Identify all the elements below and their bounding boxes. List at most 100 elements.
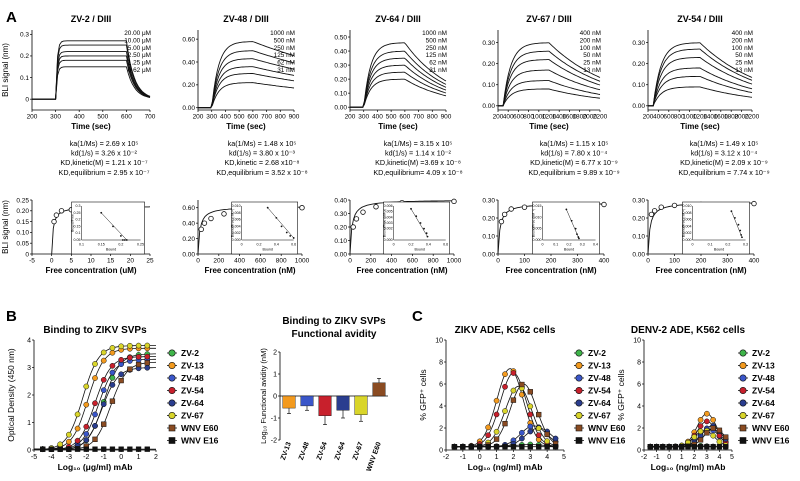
kinetic-constant: KD,equilibrium = 7.74 x 10⁻⁹ — [678, 168, 769, 177]
x-tick-label: 600 — [121, 114, 132, 121]
legend-label: ZV-48 — [752, 373, 775, 383]
y-tick-label: 2 — [27, 392, 31, 399]
concentration-label: 500 nM — [274, 37, 295, 44]
y-axis-label: Optical Density (450 nm) — [6, 348, 16, 442]
legend-marker — [575, 361, 583, 369]
inset-point — [415, 215, 418, 218]
x-tick-label: 800 — [523, 114, 534, 121]
y-tick-label: 0.30 — [482, 40, 495, 47]
x-tick-label: 400 — [234, 258, 245, 265]
x-tick-label: 600 — [663, 114, 674, 121]
data-point — [83, 446, 89, 452]
data-point — [144, 360, 150, 366]
y-tick-label: 0.00 — [482, 251, 495, 258]
legend-label: ZV-13 — [181, 361, 204, 371]
x-tick-label: 0 — [478, 454, 482, 461]
x-tick-label: 1200 — [693, 114, 708, 121]
legend-label: ZV-64 — [181, 398, 204, 408]
y-tick-label: 0.30 — [632, 40, 645, 47]
inset-y-tick-label: 0.25 — [74, 211, 81, 215]
concentration-label: 5.00 μM — [128, 45, 151, 52]
data-point — [66, 438, 72, 445]
chart-title: ZIKV ADE, K562 cells — [455, 325, 556, 336]
x-tick-label: 600 — [513, 114, 524, 121]
inset-y-label: Bound/Free (nM⁻¹) — [682, 209, 686, 238]
data-point — [100, 357, 107, 364]
concentration-label: 0.62 μM — [128, 67, 151, 74]
legend-label: ZV-67 — [752, 411, 775, 421]
inset-y-label: Bound/Free — [71, 214, 75, 232]
category-label: ZV-67 — [352, 441, 365, 461]
y-tick-label: 0.30 — [334, 211, 347, 218]
inset-x-tick-label: 0.6 — [291, 243, 296, 247]
sensorgram-trace — [350, 57, 447, 108]
legend-label: ZV-13 — [588, 361, 611, 371]
x-tick-label: 1400 — [552, 114, 567, 121]
x-tick-label: 500 — [97, 114, 108, 121]
data-point — [498, 218, 505, 225]
y-tick-label: 0.05 — [16, 240, 29, 247]
inset-x-tick-label: 0.3 — [743, 243, 748, 247]
inset-x-tick-label: 0.2 — [118, 243, 123, 247]
sensorgram-trace — [498, 42, 601, 107]
data-point — [544, 431, 550, 437]
legend-marker — [168, 349, 176, 357]
data-point — [527, 444, 533, 450]
x-tick-label: 3 — [528, 454, 532, 461]
data-point — [92, 375, 98, 381]
data-point — [208, 215, 214, 222]
concentration-label: 250 nM — [426, 45, 447, 52]
y-tick-label: 0.2 — [20, 53, 29, 60]
inset-x-tick-label: 0 — [393, 243, 395, 247]
concentration-label: 2.50 μM — [128, 52, 151, 59]
data-point — [353, 216, 360, 222]
y-tick-label: 0.00 — [182, 105, 195, 112]
kinetic-constant: KD,kinetic(M) = 2.09 x 10⁻⁹ — [680, 158, 768, 167]
data-point — [127, 342, 133, 349]
data-point — [672, 444, 679, 450]
x-tick-label: 200 — [493, 114, 504, 121]
x-tick-label: 300 — [572, 258, 583, 265]
data-point — [92, 436, 98, 442]
x-tick-label: -3 — [66, 454, 72, 461]
inset-y-tick-label: 0.006 — [683, 218, 692, 222]
data-point — [697, 437, 704, 443]
data-point — [666, 444, 672, 450]
x-tick-label: 5 — [70, 258, 74, 265]
x-tick-label: 2000 — [583, 114, 598, 121]
legend-label: WNV E60 — [588, 423, 626, 433]
sensorgram-trace — [648, 75, 753, 107]
x-tick-label: 1800 — [572, 114, 587, 121]
inset-point — [740, 234, 743, 236]
data-point — [710, 432, 716, 439]
data-point — [100, 401, 107, 408]
legend-marker — [168, 361, 176, 369]
sensorgram-trace — [648, 48, 753, 107]
data-point — [109, 398, 116, 404]
data-point — [502, 408, 508, 414]
data-point — [697, 444, 704, 450]
data-point — [493, 444, 500, 450]
legend-label: ZV-2 — [181, 348, 199, 358]
inset-point — [565, 208, 568, 211]
y-tick-label: 10 — [633, 337, 641, 344]
data-point — [460, 444, 466, 450]
data-point — [716, 444, 723, 450]
inset-y-tick-label: 0.002 — [232, 231, 241, 235]
x-tick-label: 2 — [511, 454, 515, 461]
legend-marker — [575, 437, 583, 444]
inset-x-label: Bound — [564, 248, 574, 252]
x-tick-label: -2 — [83, 454, 89, 461]
data-point — [92, 400, 98, 407]
data-point — [697, 423, 704, 429]
bar — [300, 395, 314, 407]
x-tick-label: 1000 — [682, 114, 697, 121]
kinetic-constant: KD,kinetic(M) =3.69 x 10⁻⁸ — [375, 158, 461, 167]
data-point — [493, 436, 500, 442]
data-point — [704, 418, 710, 425]
kinetic-constant: kd(1/s) = 3.12 x 10⁻⁴ — [691, 149, 758, 158]
data-point — [118, 356, 124, 363]
data-point — [221, 211, 227, 217]
